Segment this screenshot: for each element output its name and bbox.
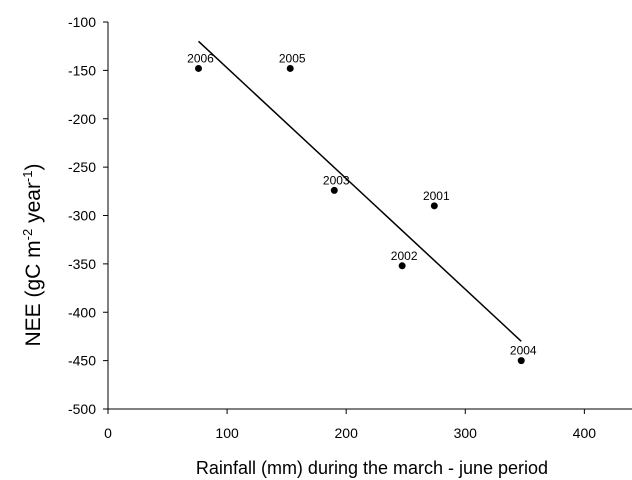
y-tick-label: -500 [68,401,96,417]
trend-line [197,40,522,342]
y-axis-title-suffix: ) [22,164,45,171]
y-axis-ticks: -100 -150 -200 -250 -300 -350 -400 -450 -500 [68,14,108,417]
y-axis-title-sup2: -1 [20,171,35,183]
data-point-label: 2003 [323,173,350,187]
data-point-label: 2001 [423,189,450,203]
x-axis-ticks: 0 100 200 300 400 [104,409,596,441]
y-tick-label: -400 [68,304,96,320]
x-tick-label: 0 [104,425,112,441]
data-point-label: 2004 [510,344,537,358]
y-tick-label: -300 [68,208,96,224]
y-axis-title-prefix: NEE (gC m [22,240,45,346]
y-axis-title-middle: year [22,182,45,229]
y-tick-label: -200 [68,111,96,127]
x-tick-label: 200 [335,425,359,441]
x-axis-title: Rainfall (mm) during the march - june pe… [196,458,548,478]
data-point [430,202,438,210]
data-point [517,357,525,365]
x-tick-label: 400 [573,425,597,441]
x-tick-label: 100 [215,425,239,441]
y-tick-label: -350 [68,256,96,272]
data-point [330,186,338,194]
data-point [195,64,203,72]
data-point [398,262,406,270]
y-axis-title: NEE (gC m-2 year-1) [20,164,45,347]
y-tick-label: -150 [68,62,96,78]
data-point [286,64,294,72]
data-point-label: 2006 [187,51,214,65]
data-point-label: 2002 [391,249,418,263]
plot-area: 0 100 200 300 400 -100 -150 -200 -250 -300 -350 -4… [68,14,632,441]
data-points: 2006 2005 2003 2001 2002 2004 [187,51,537,365]
y-tick-label: -250 [68,159,96,175]
y-tick-label: -100 [68,14,96,30]
data-point-label: 2005 [279,51,306,65]
x-tick-label: 300 [454,425,478,441]
y-tick-label: -450 [68,353,96,369]
y-axis-title-sup1: -2 [20,229,35,241]
